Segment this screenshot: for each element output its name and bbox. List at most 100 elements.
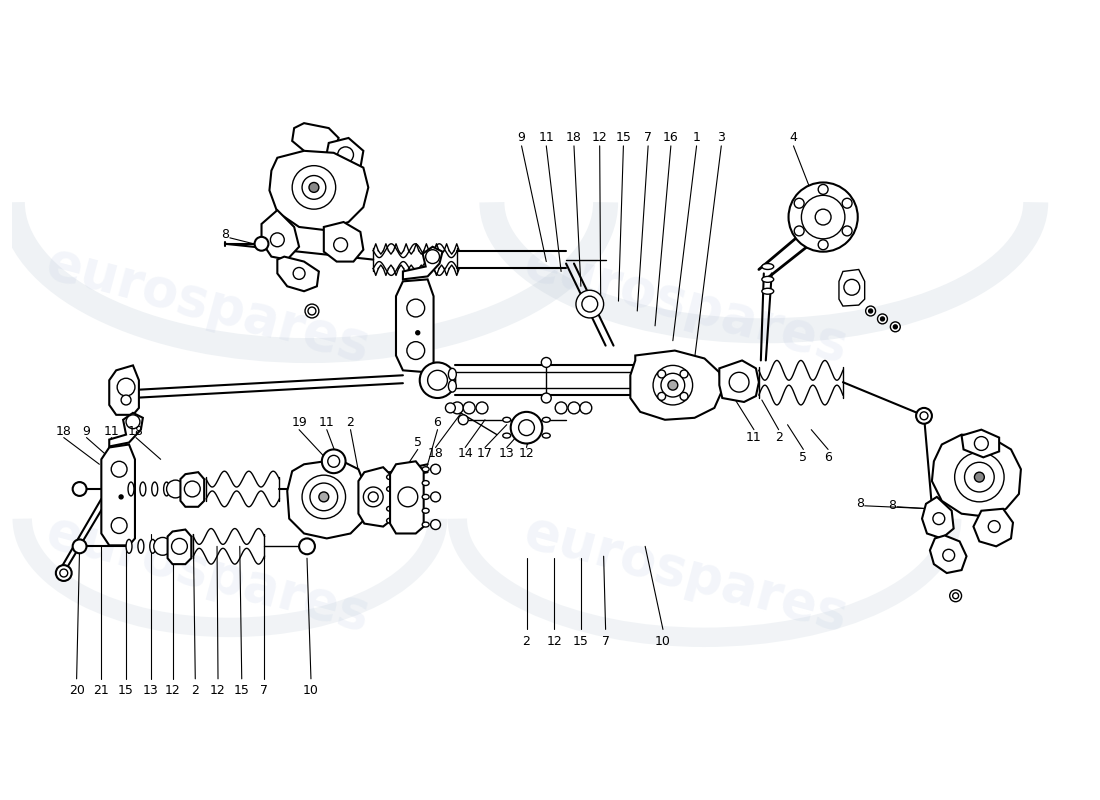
Circle shape	[430, 492, 440, 502]
Circle shape	[789, 182, 858, 252]
Text: 15: 15	[573, 634, 588, 648]
Circle shape	[794, 226, 804, 236]
Text: 12: 12	[210, 684, 225, 698]
Ellipse shape	[152, 482, 157, 496]
Text: eurospares: eurospares	[41, 506, 376, 642]
Circle shape	[680, 392, 688, 400]
Text: 8: 8	[856, 498, 864, 510]
Ellipse shape	[422, 466, 429, 472]
Circle shape	[869, 309, 872, 313]
Text: 8: 8	[889, 499, 896, 512]
Circle shape	[308, 307, 316, 315]
Text: 2: 2	[774, 431, 782, 444]
Text: 10: 10	[654, 634, 671, 648]
Polygon shape	[390, 462, 424, 534]
Circle shape	[126, 415, 140, 429]
Text: 16: 16	[663, 131, 679, 145]
Circle shape	[56, 565, 72, 581]
Circle shape	[154, 538, 172, 555]
Text: 14: 14	[458, 447, 473, 460]
Polygon shape	[262, 210, 299, 259]
Text: 12: 12	[592, 131, 607, 145]
Circle shape	[556, 402, 566, 414]
Text: 3: 3	[717, 131, 725, 145]
Text: eurospares: eurospares	[41, 237, 376, 374]
Ellipse shape	[449, 380, 456, 392]
Text: 9: 9	[82, 425, 90, 438]
Ellipse shape	[422, 508, 429, 514]
Text: 12: 12	[547, 634, 562, 648]
Polygon shape	[403, 246, 442, 279]
Circle shape	[328, 455, 340, 467]
Circle shape	[843, 198, 852, 208]
Text: 8: 8	[221, 228, 229, 242]
Text: 17: 17	[477, 447, 493, 460]
Ellipse shape	[150, 539, 156, 554]
Polygon shape	[930, 535, 967, 573]
Text: 7: 7	[602, 634, 609, 648]
Circle shape	[451, 402, 463, 414]
Circle shape	[943, 550, 955, 561]
Polygon shape	[167, 530, 191, 564]
Circle shape	[459, 415, 469, 425]
Polygon shape	[101, 445, 135, 546]
Text: 4: 4	[790, 131, 798, 145]
Circle shape	[430, 464, 440, 474]
Polygon shape	[630, 350, 723, 420]
Text: 12: 12	[165, 684, 180, 698]
Circle shape	[582, 296, 597, 312]
Text: eurospares: eurospares	[519, 506, 855, 642]
Text: 15: 15	[616, 131, 631, 145]
Circle shape	[305, 304, 319, 318]
Circle shape	[363, 487, 383, 506]
Text: 15: 15	[234, 684, 250, 698]
Circle shape	[988, 521, 1000, 533]
Text: 6: 6	[824, 451, 832, 464]
Circle shape	[294, 267, 305, 279]
Circle shape	[866, 306, 876, 316]
Circle shape	[310, 483, 338, 510]
Circle shape	[658, 392, 666, 400]
Text: 15: 15	[118, 684, 134, 698]
Circle shape	[398, 487, 418, 506]
Text: 1: 1	[693, 131, 701, 145]
Circle shape	[166, 480, 185, 498]
Text: 2: 2	[191, 684, 199, 698]
Circle shape	[541, 358, 551, 367]
Circle shape	[271, 233, 284, 246]
Ellipse shape	[449, 368, 456, 380]
Text: 21: 21	[94, 684, 109, 698]
Ellipse shape	[140, 482, 146, 496]
Circle shape	[818, 185, 828, 194]
Circle shape	[794, 198, 804, 208]
Text: 6: 6	[433, 416, 441, 430]
Circle shape	[172, 538, 187, 554]
Polygon shape	[839, 270, 865, 306]
Text: eurospares: eurospares	[519, 237, 855, 374]
Circle shape	[416, 330, 420, 334]
Ellipse shape	[762, 263, 773, 270]
Text: 13: 13	[499, 447, 515, 460]
Ellipse shape	[386, 474, 394, 479]
Circle shape	[59, 569, 68, 577]
Polygon shape	[180, 472, 205, 506]
Text: 9: 9	[518, 131, 526, 145]
Ellipse shape	[164, 482, 169, 496]
Circle shape	[965, 462, 994, 492]
Text: 20: 20	[68, 684, 85, 698]
Circle shape	[580, 402, 592, 414]
Text: 11: 11	[538, 131, 554, 145]
Circle shape	[510, 412, 542, 443]
Text: 12: 12	[518, 447, 535, 460]
Circle shape	[975, 472, 984, 482]
Circle shape	[185, 481, 200, 497]
Ellipse shape	[503, 433, 510, 438]
Circle shape	[658, 370, 666, 378]
Ellipse shape	[422, 522, 429, 527]
Circle shape	[309, 182, 319, 192]
Circle shape	[463, 402, 475, 414]
Text: 18: 18	[566, 131, 582, 145]
Circle shape	[420, 362, 455, 398]
Circle shape	[302, 475, 345, 518]
Polygon shape	[270, 151, 368, 230]
